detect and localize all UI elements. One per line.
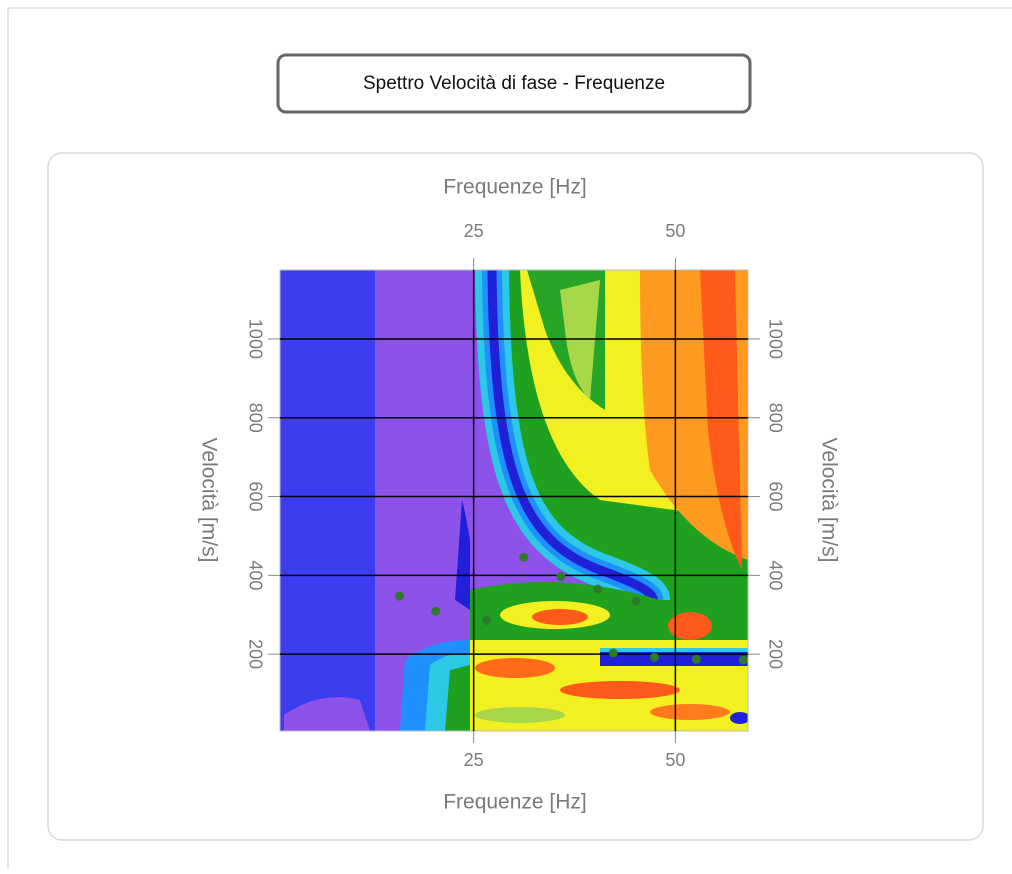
y-tick-label: 200	[765, 639, 785, 669]
y-tick-label: 800	[765, 403, 785, 433]
pick-point	[556, 572, 566, 582]
x-axis-title-top: Frequenze [Hz]	[443, 176, 587, 199]
y-tick-label: 400	[245, 560, 265, 590]
x-tick-label: 25	[464, 221, 484, 241]
pick-point	[593, 584, 603, 594]
pick-point	[482, 615, 492, 625]
pick-point	[431, 606, 441, 616]
y-tick-label: 400	[765, 560, 785, 590]
plot-frame	[279, 269, 749, 732]
title-box	[276, 53, 752, 114]
y-axis-title-right: Velocità [m/s]	[817, 438, 840, 563]
pick-point	[691, 654, 701, 664]
pick-point	[631, 596, 641, 606]
y-tick-label: 200	[245, 639, 265, 669]
y-tick-label: 800	[245, 403, 265, 433]
pick-point	[519, 552, 529, 562]
pick-point	[738, 655, 748, 665]
x-axis-title: Frequenze [Hz]	[443, 791, 587, 814]
y-axis-title: Velocità [m/s]	[197, 438, 220, 563]
x-tick-label: 50	[665, 750, 685, 770]
x-tick-label: 25	[464, 750, 484, 770]
x-tick-label: 50	[665, 221, 685, 241]
y-tick-label: 1000	[245, 319, 265, 359]
pick-point	[608, 648, 618, 658]
y-tick-label: 600	[765, 482, 785, 512]
pick-point	[394, 591, 404, 601]
y-tick-label: 1000	[765, 319, 785, 359]
pick-point	[649, 652, 659, 662]
y-tick-label: 600	[245, 482, 265, 512]
chart-title: Spettro Velocità di fase - Frequenze	[363, 73, 665, 94]
